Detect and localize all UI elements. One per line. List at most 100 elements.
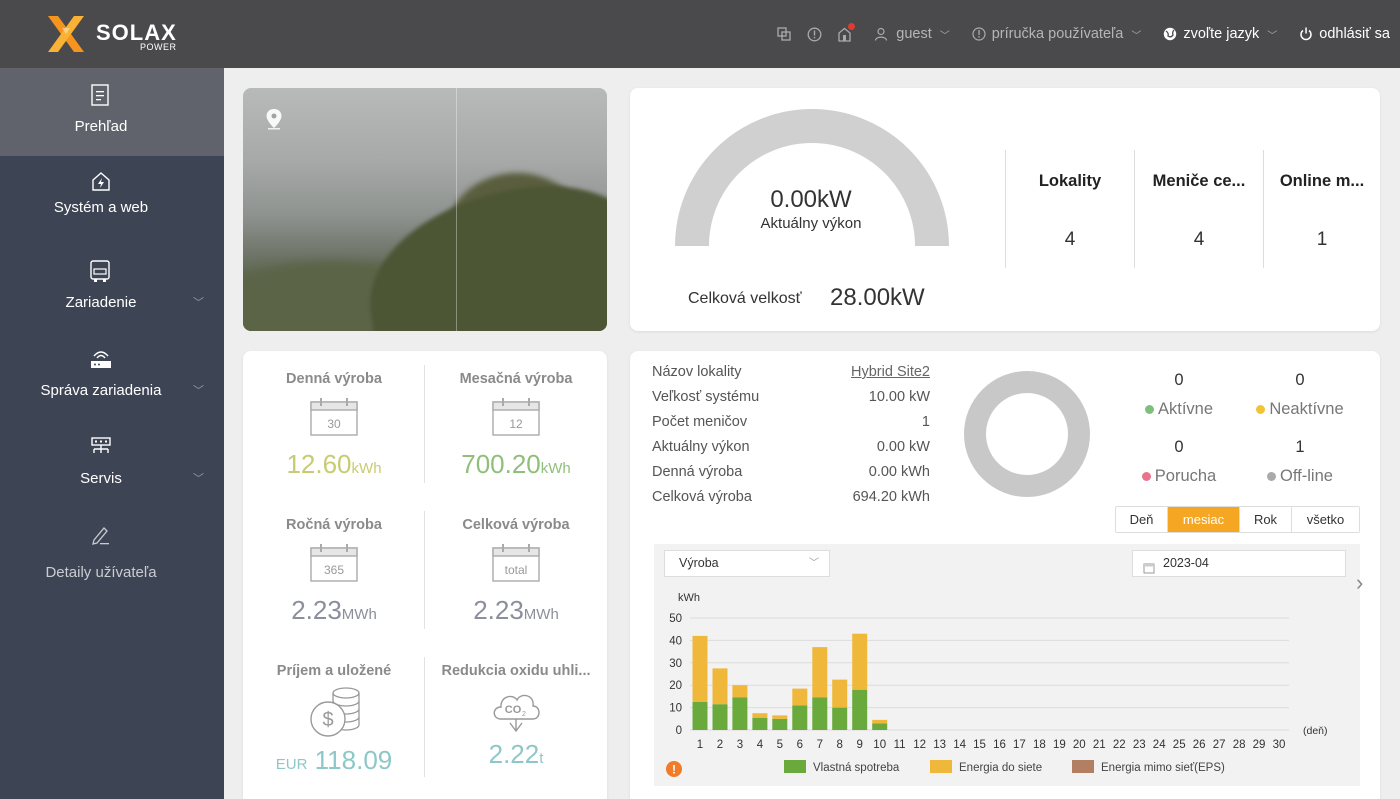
solax-logo[interactable]: SOLAX POWER [46, 14, 186, 54]
sidebar-item-label: Prehľad [74, 118, 128, 135]
status-neaktívne[interactable]: 0 Neaktívne [1240, 371, 1360, 419]
tab-rok[interactable]: Rok [1240, 507, 1292, 532]
period-tabs: Deň mesiac Rok všetko [1115, 506, 1360, 533]
production-card: Denná výroba 30 12.60kWh Mesačná výroba … [243, 351, 607, 799]
power-gauge [675, 109, 949, 247]
status-label: Off-line [1240, 467, 1360, 486]
chart-type-select[interactable]: Výroba ﹀ [664, 550, 830, 577]
legend-label: Energia mimo sieť(EPS) [1101, 762, 1225, 774]
site-info-row: Názov lokality Hybrid Site2 [652, 364, 930, 380]
location-pin-icon[interactable] [265, 108, 283, 135]
divider [424, 657, 425, 777]
status-aktívne[interactable]: 0 Aktívne [1119, 371, 1239, 419]
status-off-line[interactable]: 1 Off-line [1240, 438, 1360, 486]
divider [424, 365, 425, 483]
x-tick-label: 19 [1053, 739, 1066, 751]
income-saved[interactable]: Príjem a uložené $ EUR 118.09 [243, 663, 425, 776]
site-info-label: Názov lokality [652, 364, 742, 380]
y-axis-label: kWh [678, 592, 700, 604]
user-icon [875, 27, 888, 41]
sidebar-item-label: Servis [80, 470, 122, 487]
tab-mesiac[interactable]: mesiac [1168, 507, 1240, 532]
status-dot-icon [1141, 472, 1151, 482]
status-count: 0 [1174, 371, 1184, 389]
value-unit: MWh [523, 606, 559, 623]
x-tick-label: 17 [1013, 739, 1026, 751]
site-info-value: 10.00 kW [868, 389, 930, 405]
calendar-icon: 30 [309, 397, 359, 437]
site-info-row: Celková výroba 694.20 kWh [652, 489, 930, 505]
site-info-value: 1 [921, 414, 930, 430]
status-count: 1 [1295, 438, 1305, 456]
site-name-link[interactable]: Hybrid Site2 [851, 364, 930, 380]
yearly-production[interactable]: Ročná výroba 365 2.23MWh [243, 517, 425, 626]
sidebar-item-sprava[interactable]: Správa zariadenia ﹀ [0, 332, 224, 420]
notification-icon[interactable] [836, 23, 856, 42]
co2-reduction[interactable]: Redukcia oxidu uhli... CO 2 2.22t [425, 663, 607, 770]
site-info-row: Veľkosť systému 10.00 kW [652, 389, 930, 405]
chevron-down-icon: ﹀ [1267, 30, 1278, 42]
stat-label: Lokality [1038, 172, 1102, 190]
logout-button[interactable]: odhlásiť sa [1299, 26, 1390, 42]
x-tick-label: 29 [1253, 739, 1266, 751]
site-info-row: Aktuálny výkon 0.00 kW [652, 439, 930, 455]
x-tick-label: 10 [873, 739, 886, 751]
monthly-production[interactable]: Mesačná výroba 12 700.20kWh [425, 371, 607, 480]
x-tick-label: 23 [1133, 739, 1146, 751]
sidebar-item-servis[interactable]: Servis ﹀ [0, 420, 224, 508]
y-tick-label: 40 [669, 635, 682, 647]
photo-divider [456, 88, 457, 331]
screenshot-icon[interactable] [776, 26, 792, 42]
logout-label: odhlásiť sa [1319, 26, 1390, 42]
site-info-value: 0.00 kWh [868, 464, 930, 480]
sidebar-item-prehlad[interactable]: Prehľad [0, 68, 224, 156]
stat-value: 4 [1064, 229, 1076, 250]
status-label-text: Off-line [1280, 467, 1333, 485]
status-label: Neaktívne [1240, 400, 1360, 419]
date-picker[interactable]: 2023-04 [1132, 550, 1346, 577]
sidebar-item-zariadenie[interactable]: Zariadenie ﹀ [0, 244, 224, 332]
divider [424, 511, 425, 629]
total-production[interactable]: Celková výroba total 2.23MWh [425, 517, 607, 626]
chevron-down-icon: ﹀ [939, 30, 950, 42]
site-info-row: Počet meničov 1 [652, 414, 930, 430]
x-tick-label: 9 [856, 739, 862, 751]
chart-bar [852, 689, 868, 730]
home-icon [90, 170, 110, 192]
legend-swatch [784, 760, 806, 773]
sidebar-item-system[interactable]: Systém a web [0, 156, 224, 244]
svg-text:CO: CO [505, 704, 522, 716]
daily-production[interactable]: Denná výroba 30 12.60kWh [243, 371, 425, 480]
chevron-down-icon: ﹀ [193, 473, 204, 485]
stat-sites[interactable]: Lokality 4 [1005, 150, 1134, 268]
status-label-text: Neaktívne [1269, 400, 1344, 418]
yearly-production-title: Ročná výroba [286, 517, 382, 533]
x-tick-label: 6 [797, 739, 803, 751]
status-porucha[interactable]: 0 Porucha [1119, 438, 1239, 486]
status-donut [964, 371, 1090, 497]
manual-menu[interactable]: príručka používateľa ﹀ [972, 26, 1141, 42]
calendar-text: 12 [509, 417, 523, 431]
chart-bar [732, 697, 748, 730]
chart-bar [732, 685, 748, 698]
stat-inverters[interactable]: Meniče ce... 4 [1134, 150, 1263, 268]
user-menu[interactable]: guest ﹀ [874, 26, 950, 42]
legend-swatch [1072, 760, 1094, 773]
value-unit: t [539, 750, 544, 767]
tab-všetko[interactable]: všetko [1292, 507, 1359, 532]
sidebar-item-label: Detaily užívateľa [45, 564, 157, 581]
tab-deň[interactable]: Deň [1116, 507, 1168, 532]
stat-value: 4 [1193, 229, 1205, 250]
calendar-icon: 12 [491, 397, 541, 437]
status-count: 0 [1295, 371, 1305, 389]
language-menu[interactable]: zvoľte jazyk ﹀ [1163, 26, 1277, 42]
router-icon [90, 348, 111, 370]
calendar-text: total [505, 563, 528, 577]
calendar-text: 365 [324, 563, 344, 577]
sidebar-item-detaily[interactable]: Detaily užívateľa [0, 508, 224, 596]
info-icon[interactable] [806, 26, 822, 42]
stat-online[interactable]: Online m... 1 [1263, 150, 1380, 268]
site-info-label: Aktuálny výkon [652, 439, 750, 455]
chevron-right-icon[interactable]: › [1356, 570, 1364, 595]
power-overview-card: 0.00kW Aktuálny výkon Celková velkosť 28… [630, 88, 1380, 331]
